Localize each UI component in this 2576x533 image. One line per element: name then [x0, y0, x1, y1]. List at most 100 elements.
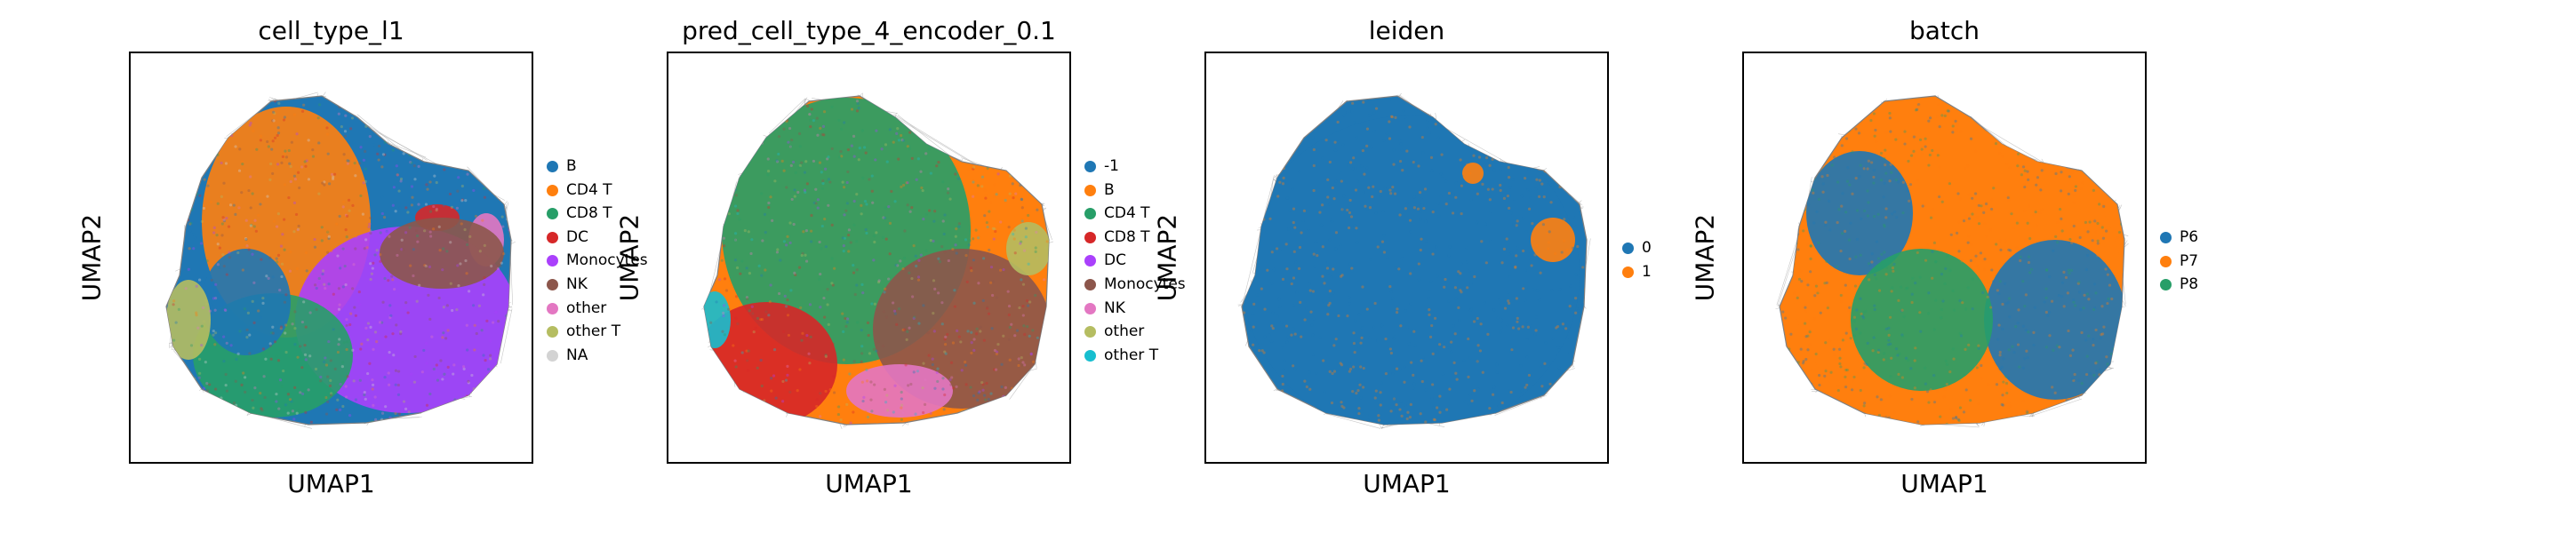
point [2011, 131, 2014, 134]
point [1348, 262, 1352, 266]
point [2081, 181, 2084, 185]
point [1500, 401, 1504, 405]
point [1964, 307, 1968, 311]
point [793, 188, 796, 192]
point [983, 121, 987, 124]
point [1413, 162, 1418, 165]
point [1825, 421, 1828, 425]
point [211, 135, 214, 139]
x-axis-label: UMAP1 [287, 469, 375, 498]
point [888, 252, 892, 256]
point [1419, 412, 1422, 416]
point [1992, 187, 1996, 190]
legend-item: DC [547, 226, 648, 250]
point [195, 145, 198, 149]
point [1576, 244, 1580, 249]
point [1282, 176, 1285, 179]
point [1489, 117, 1492, 121]
point [1331, 186, 1334, 190]
point [832, 375, 836, 378]
point [953, 289, 956, 292]
point [1780, 235, 1782, 239]
point [260, 409, 264, 412]
point [1499, 188, 1502, 193]
point [455, 206, 459, 210]
point [827, 203, 830, 207]
point [1987, 383, 1990, 386]
point [172, 299, 176, 303]
point [1321, 156, 1324, 160]
point [1013, 251, 1017, 255]
point [711, 243, 715, 248]
point [872, 347, 876, 351]
point [1531, 222, 1534, 226]
point [865, 368, 868, 371]
point [1469, 282, 1473, 286]
point [1268, 217, 1272, 220]
point [855, 193, 859, 196]
point [1783, 131, 1788, 136]
point [974, 228, 978, 232]
point [374, 108, 378, 112]
point [1021, 314, 1025, 317]
point [222, 181, 226, 185]
point [1266, 268, 1269, 272]
point [812, 159, 816, 163]
point [913, 315, 916, 319]
point [924, 212, 928, 216]
point [391, 101, 395, 105]
point [970, 269, 973, 273]
point [1431, 210, 1435, 214]
point [1013, 334, 1017, 338]
point [995, 193, 998, 196]
point [1508, 389, 1511, 393]
chart-title: leiden [1368, 16, 1445, 45]
point [1484, 135, 1488, 139]
point [199, 242, 204, 245]
point [1472, 154, 1476, 157]
point [1427, 297, 1430, 300]
point [957, 225, 961, 228]
point [289, 164, 292, 169]
point [1523, 121, 1526, 124]
point [446, 403, 450, 407]
point [1352, 365, 1356, 369]
point [1354, 395, 1358, 399]
point [1476, 192, 1479, 195]
point [2070, 241, 2074, 244]
point [1576, 309, 1580, 313]
point [1964, 388, 1968, 392]
point [2004, 375, 2008, 378]
point [1349, 215, 1354, 219]
point [988, 145, 991, 148]
point [1362, 366, 1365, 370]
point [1938, 125, 1941, 129]
point [1499, 330, 1502, 334]
point [883, 216, 887, 219]
point [361, 212, 365, 216]
point [1977, 105, 1981, 108]
point [333, 367, 337, 370]
point [2019, 422, 2023, 425]
point [1909, 367, 1913, 370]
point [963, 113, 966, 116]
point [947, 116, 950, 121]
point [224, 308, 228, 313]
point [791, 160, 796, 164]
point [818, 277, 821, 281]
point [1389, 351, 1393, 355]
point [1542, 195, 1546, 199]
point [1867, 159, 1870, 163]
point [180, 122, 184, 125]
point [1459, 289, 1462, 292]
point [271, 119, 275, 123]
point [951, 341, 956, 345]
point [444, 146, 447, 149]
point [185, 99, 188, 102]
point [276, 253, 281, 257]
point [342, 153, 346, 156]
point [452, 97, 455, 100]
point [818, 240, 821, 244]
point [975, 115, 980, 118]
point [1412, 386, 1415, 390]
